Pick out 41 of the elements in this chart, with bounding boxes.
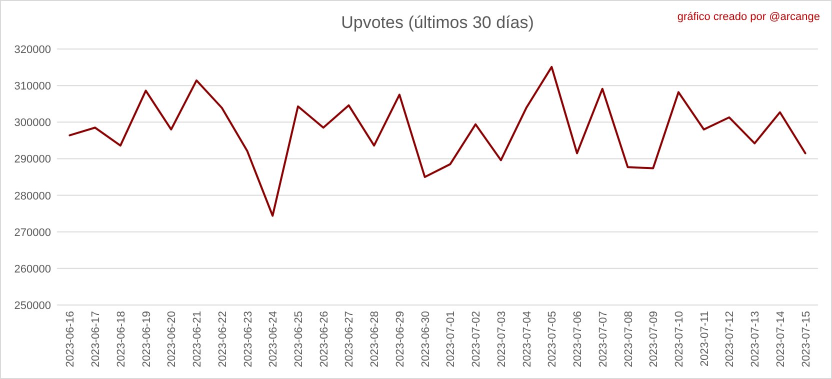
x-tick-label: 2023-06-17 (90, 311, 102, 368)
x-tick-label: 2023-07-01 (445, 311, 458, 368)
line-series (68, 66, 806, 217)
x-tick-label: 2023-06-19 (140, 311, 153, 368)
x-tick-label: 2023-07-10 (673, 311, 686, 368)
y-tick-label: 310000 (14, 80, 51, 93)
y-tick-label: 260000 (14, 263, 51, 276)
x-tick-label: 2023-07-06 (572, 311, 584, 368)
x-tick-label: 2023-06-23 (242, 311, 254, 368)
y-tick-label: 290000 (14, 154, 51, 166)
y-tick-label: 250000 (14, 300, 51, 312)
x-tick-label: 2023-07-12 (724, 311, 736, 368)
x-tick-label: 2023-07-07 (597, 311, 610, 368)
x-tick-label: 2023-07-14 (774, 311, 787, 368)
x-tick-label: 2023-06-24 (268, 311, 280, 368)
x-tick-label: 2023-06-29 (394, 311, 406, 368)
x-tick-label: 2023-07-08 (622, 311, 635, 368)
x-tick-label: 2023-06-22 (216, 311, 229, 368)
x-tick-label: 2023-07-02 (470, 311, 483, 368)
x-tick-label: 2023-06-28 (369, 311, 382, 368)
y-tick-label: 320000 (14, 44, 51, 56)
x-tick-label: 2023-07-15 (800, 311, 812, 368)
x-tick-label: 2023-06-21 (192, 311, 204, 368)
x-tick-label: 2023-06-26 (318, 311, 330, 368)
x-tick-label: 2023-07-03 (496, 311, 508, 368)
x-tick-label: 2023-06-16 (64, 311, 77, 368)
chart-title: Upvotes (últimos 30 días) (341, 13, 534, 32)
y-tick-label: 270000 (14, 226, 51, 239)
x-tick-label: 2023-06-27 (344, 311, 356, 368)
y-tick-label: 300000 (14, 117, 51, 130)
y-tick-label: 280000 (14, 190, 51, 202)
text: gráfico creado por @arcange (677, 11, 820, 23)
x-tick-label: 2023-06-30 (420, 311, 432, 368)
x-tick-label: 2023-06-25 (292, 311, 305, 368)
x-tick-label: 2023-06-20 (166, 311, 178, 368)
x-tick-label: 2023-07-09 (648, 311, 660, 368)
x-tick-label: 2023-07-04 (521, 311, 534, 368)
x-tick-label: 2023-07-11 (698, 311, 711, 366)
x-tick-label: 2023-07-13 (750, 311, 762, 368)
x-tick-label: 2023-07-05 (546, 311, 559, 368)
x-tick-label: 2023-06-18 (115, 311, 128, 368)
